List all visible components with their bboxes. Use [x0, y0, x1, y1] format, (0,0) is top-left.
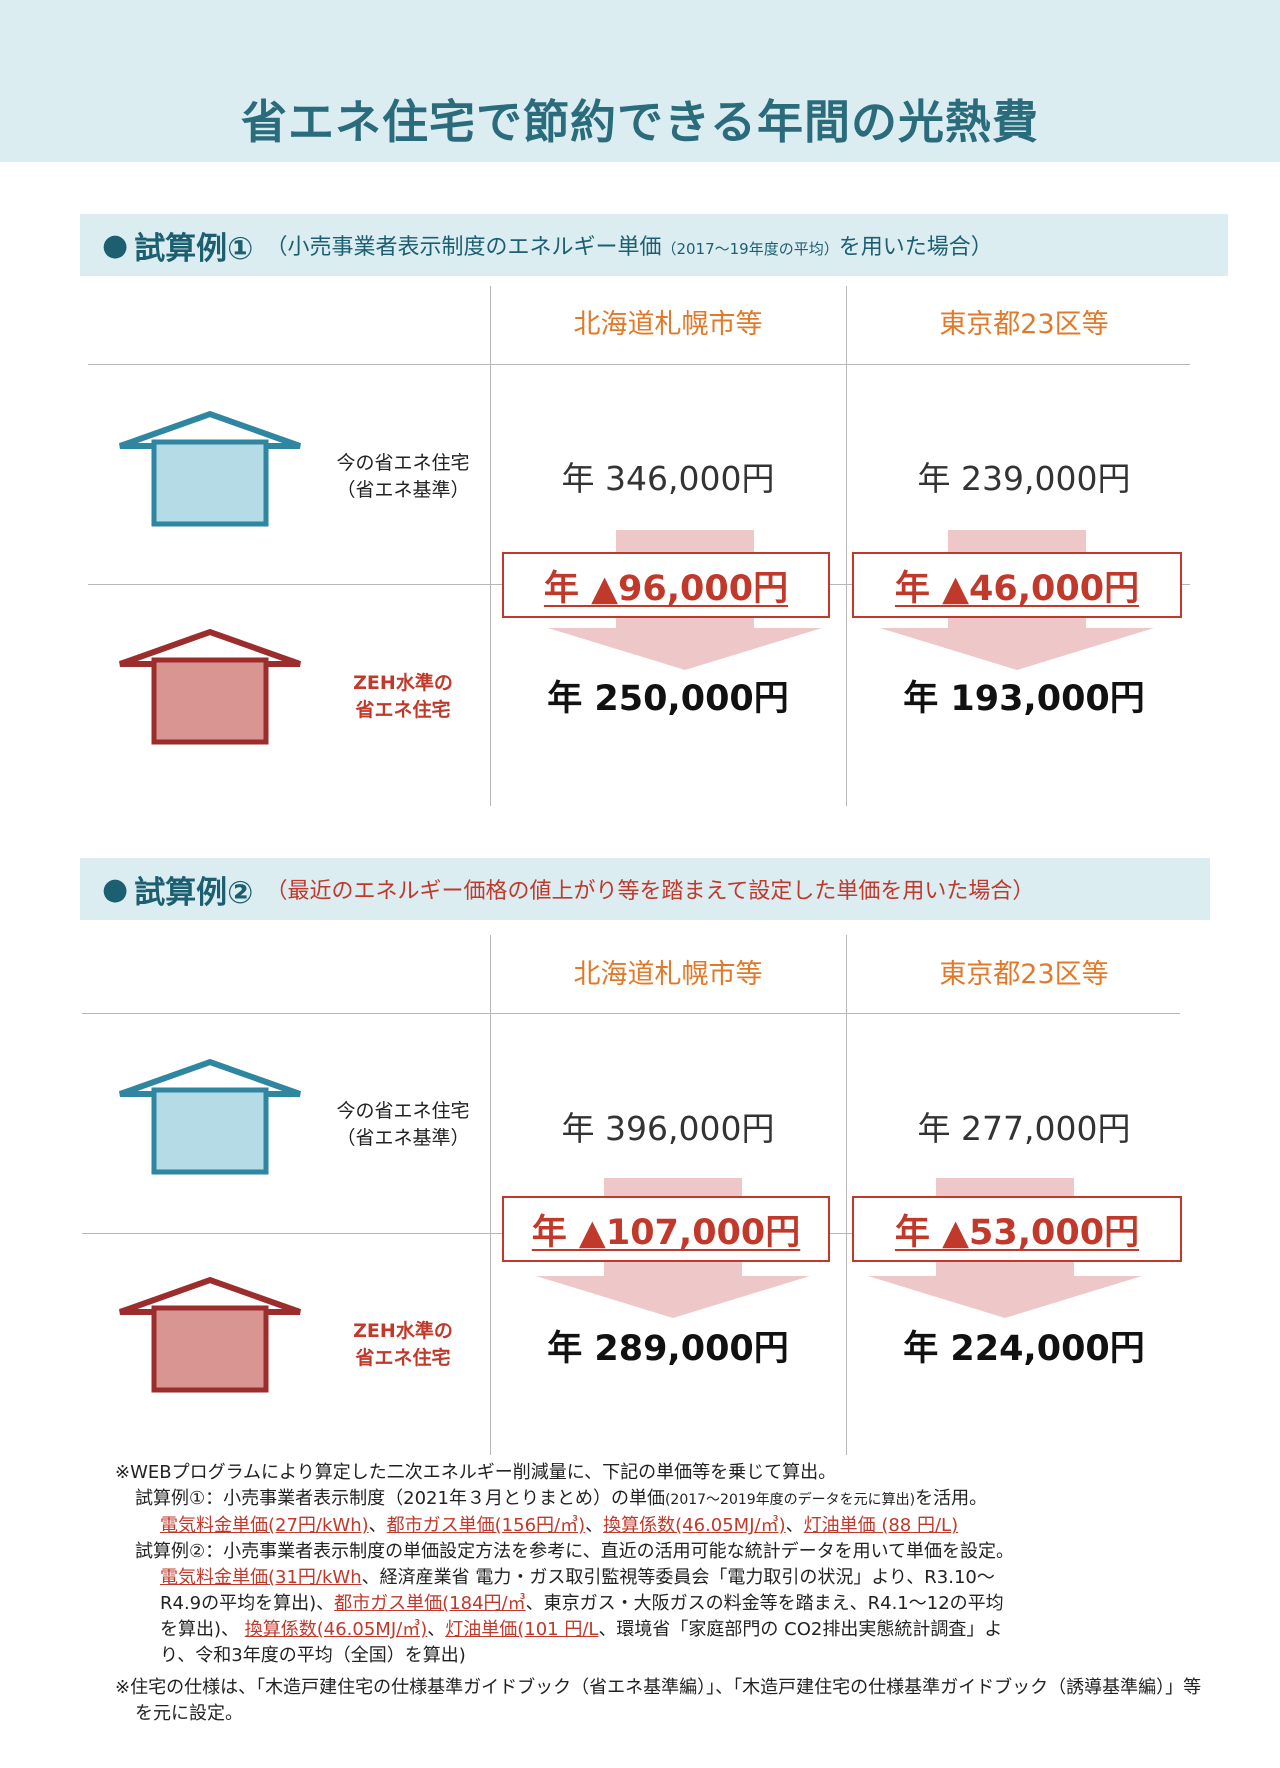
example-1-subtitle: （小売事業者表示制度のエネルギー単価（2017～19年度の平均）を用いた場合）: [265, 235, 993, 260]
zeh-house-icon: [118, 1276, 302, 1393]
column-divider: [846, 286, 847, 806]
current-house-icon: [118, 1058, 302, 1175]
column-divider: [846, 935, 847, 1455]
zeh-cost-sapporo: 年 289,000円: [547, 1329, 789, 1369]
current-house-label: 今の省エネ住宅 （省エネ基準）: [336, 452, 470, 501]
zeh-cost-tokyo: 年 224,000円: [903, 1329, 1145, 1369]
note-1: ※WEBプログラムにより算定した二次エネルギー削減量に、下記の単価等を乗じて算出…: [115, 1462, 837, 1483]
saving-tokyo: 年 ▲53,000円: [852, 1196, 1182, 1262]
current-house-label: 今の省エネ住宅 （省エネ基準）: [336, 1100, 470, 1149]
saving-tokyo: 年 ▲46,000円: [852, 552, 1182, 618]
note-example-2: 試算例②：小売事業者表示制度の単価設定方法を参考に、直近の活用可能な統計データを…: [135, 1541, 1015, 1562]
city-sapporo: 北海道札幌市等: [573, 309, 763, 340]
example-1-name: 試算例①: [134, 230, 254, 267]
current-cost-sapporo: 年 396,000円: [561, 1109, 775, 1148]
city-tokyo: 東京都23区等: [939, 309, 1109, 340]
note-example-1-units: 電気料金単価(27円/kWh)、都市ガス単価(156円/㎥)、換算係数(46.0…: [160, 1515, 959, 1536]
footnotes: ※WEBプログラムにより算定した二次エネルギー削減量に、下記の単価等を乗じて算出…: [115, 1460, 1215, 1727]
current-house-icon: [118, 410, 302, 527]
zeh-cost-tokyo: 年 193,000円: [903, 679, 1145, 719]
note-example-2-units: 電気料金単価(31円/kWh、経済産業省 電力・ガス取引監視等委員会「電力取引の…: [160, 1567, 1004, 1666]
zeh-house-icon: [118, 628, 302, 745]
title-band: 省エネ住宅で節約できる年間の光熱費: [0, 0, 1280, 162]
zeh-cost-sapporo: 年 250,000円: [547, 679, 789, 719]
saving-sapporo: 年 ▲96,000円: [502, 552, 830, 618]
city-tokyo: 東京都23区等: [939, 959, 1109, 990]
zeh-house-label: ZEH水準の 省エネ住宅: [353, 672, 453, 721]
column-divider: [490, 286, 491, 806]
example-1-header: ● 試算例① （小売事業者表示制度のエネルギー単価（2017～19年度の平均）を…: [80, 214, 1228, 276]
current-cost-tokyo: 年 239,000円: [917, 459, 1131, 498]
column-divider: [490, 935, 491, 1455]
zeh-house-label: ZEH水準の 省エネ住宅: [353, 1320, 453, 1369]
current-cost-tokyo: 年 277,000円: [917, 1109, 1131, 1148]
row-divider: [88, 364, 1190, 365]
note-2: ※住宅の仕様は、「木造戸建住宅の仕様基準ガイドブック（省エネ基準編）」、「木造戸…: [115, 1677, 1202, 1724]
note-example-1: 試算例①：小売事業者表示制度（2021年３月とりまとめ）の単価(2017～201…: [135, 1488, 988, 1509]
example-2-subtitle: （最近のエネルギー価格の値上がり等を踏まえて設定した単価を用いた場合）: [265, 879, 1035, 904]
page-title: 省エネ住宅で節約できる年間の光熱費: [240, 95, 1040, 149]
example-2-header: ● 試算例② （最近のエネルギー価格の値上がり等を踏まえて設定した単価を用いた場…: [80, 858, 1210, 920]
example-2-name: 試算例②: [134, 874, 254, 911]
saving-sapporo: 年 ▲107,000円: [502, 1196, 830, 1262]
current-cost-sapporo: 年 346,000円: [561, 459, 775, 498]
city-sapporo: 北海道札幌市等: [573, 959, 763, 990]
bullet-icon: ●: [102, 871, 129, 907]
row-divider: [82, 1013, 1180, 1014]
bullet-icon: ●: [102, 227, 129, 263]
